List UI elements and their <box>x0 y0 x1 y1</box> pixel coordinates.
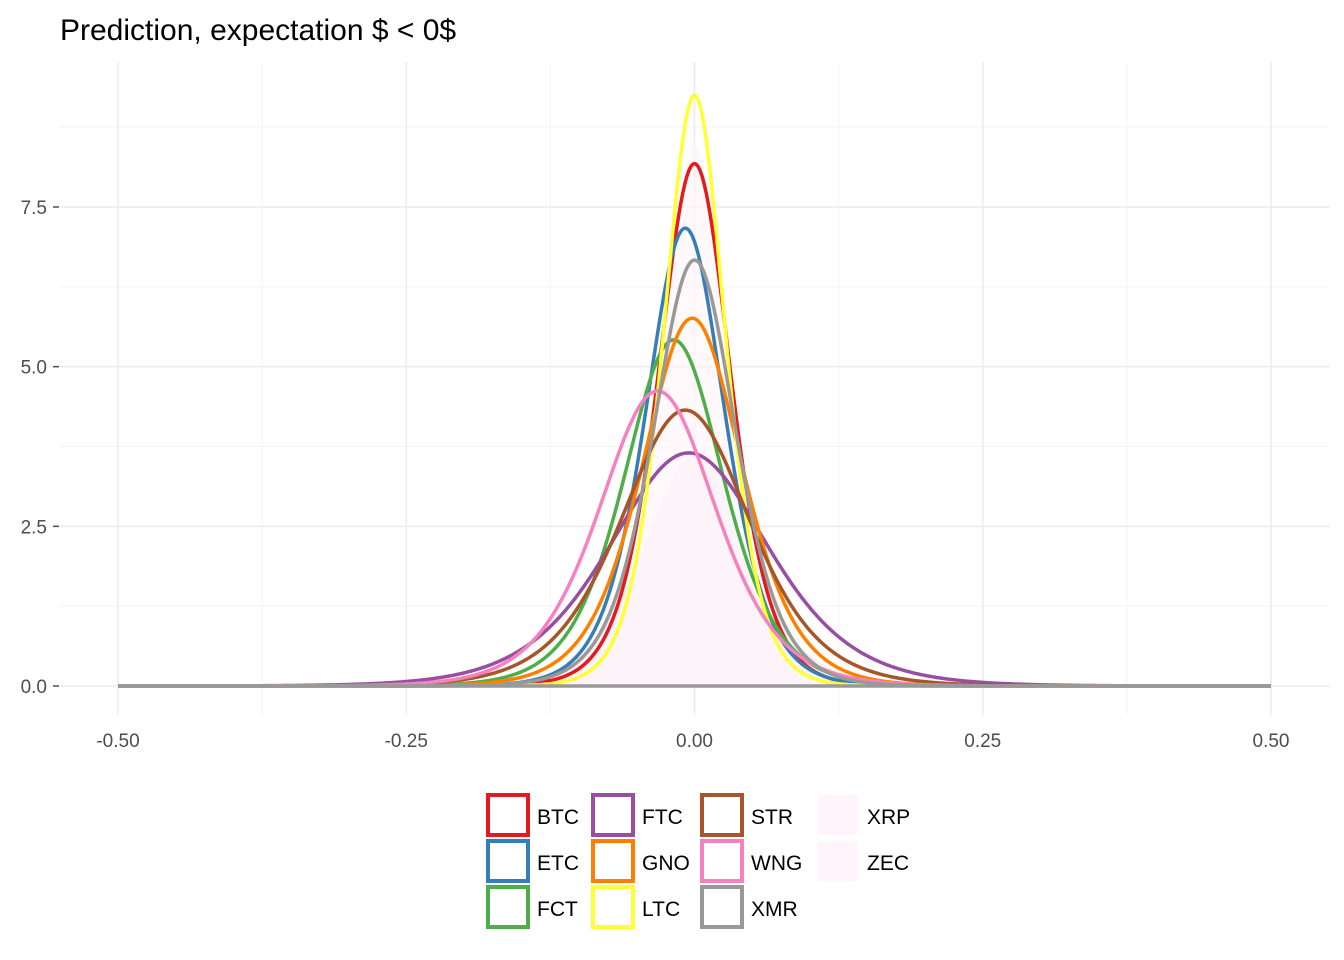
legend-key <box>818 841 858 881</box>
legend-item-ltc: LTC <box>591 885 680 929</box>
legend: BTC ETC FCT FTC GNO LTC STR WNG XMR XRP ZEC <box>486 793 910 929</box>
legend-item-gno: GNO <box>591 839 690 883</box>
legend-label: STR <box>751 806 793 829</box>
x-tick-label: 0.00 <box>676 731 713 752</box>
legend-item-xrp: XRP <box>818 795 910 835</box>
series-layer <box>118 93 1271 688</box>
y-tick-label: 5.0 <box>21 358 47 379</box>
legend-key <box>700 885 744 929</box>
legend-key <box>591 885 635 929</box>
legend-key <box>591 793 635 837</box>
legend-label: XRP <box>867 806 910 829</box>
legend-key <box>486 839 530 883</box>
legend-label: FCT <box>537 898 578 921</box>
legend-label: GNO <box>642 852 690 875</box>
y-tick-label: 0.0 <box>21 677 47 698</box>
y-tick-label: 2.5 <box>21 517 47 538</box>
chart-title: Prediction, expectation $ < 0$ <box>60 14 456 47</box>
legend-label: BTC <box>537 806 579 829</box>
legend-key <box>818 795 858 835</box>
legend-item-ftc: FTC <box>591 793 683 837</box>
axes: 0.0 2.5 5.0 7.5 -0.50 -0.25 0.00 0.25 0.50 <box>21 198 1290 752</box>
x-tick-label: 0.50 <box>1253 731 1290 752</box>
legend-label: ETC <box>537 852 579 875</box>
legend-key <box>700 839 744 883</box>
series-fill-zec <box>118 449 1271 686</box>
legend-item-btc: BTC <box>486 793 579 837</box>
legend-label: FTC <box>642 806 683 829</box>
legend-item-fct: FCT <box>486 885 578 929</box>
y-tick-label: 7.5 <box>21 198 47 219</box>
x-tick-label: -0.50 <box>96 731 139 752</box>
legend-label: LTC <box>642 898 680 921</box>
legend-item-str: STR <box>700 793 793 837</box>
legend-key <box>486 793 530 837</box>
legend-label: XMR <box>751 898 798 921</box>
x-tick-label: 0.25 <box>964 731 1001 752</box>
legend-key <box>486 885 530 929</box>
legend-item-wng: WNG <box>700 839 802 883</box>
legend-item-xmr: XMR <box>700 885 798 929</box>
legend-key <box>591 839 635 883</box>
x-tick-label: -0.25 <box>385 731 428 752</box>
legend-label: ZEC <box>867 852 909 875</box>
legend-label: WNG <box>751 852 802 875</box>
legend-key <box>700 793 744 837</box>
legend-item-etc: ETC <box>486 839 579 883</box>
legend-item-zec: ZEC <box>818 841 909 881</box>
